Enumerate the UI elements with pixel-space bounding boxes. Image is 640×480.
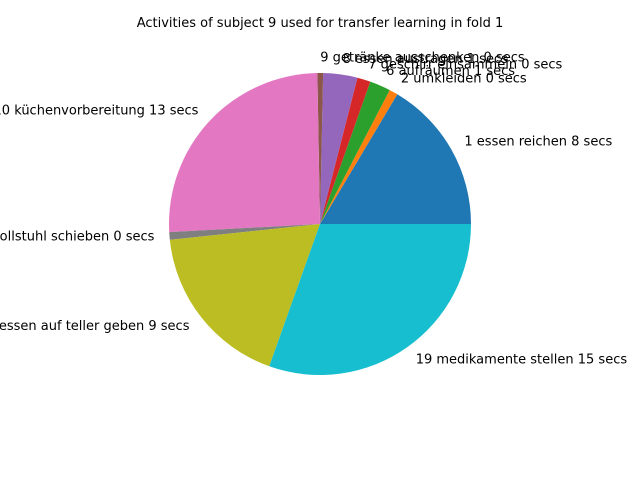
slice-label: 7 geschirr einsammeln 0 secs <box>368 58 562 73</box>
pie-slices <box>169 72 472 375</box>
slice-label: 8 essen austragen 1 secs <box>342 52 508 67</box>
pie-slice <box>320 90 398 224</box>
pie-slice <box>169 224 320 367</box>
slice-label: 9 getränke ausschenken 0 secs <box>320 50 525 65</box>
slice-label: 10 küchenvorbereitung 13 secs <box>0 103 199 118</box>
slice-label: 2 umkleiden 0 secs <box>401 71 527 86</box>
pie-slice <box>317 72 324 224</box>
slice-label: 14 essen auf teller geben 9 secs <box>0 319 190 334</box>
slice-label: 6 aufräumen 1 secs <box>386 64 515 79</box>
slice-label: 19 medikamente stellen 15 secs <box>416 352 628 367</box>
pie-labels: 1 essen reichen 8 secs 2 umkleiden 0 secs… <box>0 50 627 367</box>
pie-slice <box>320 77 371 225</box>
slice-label: 13 rollstuhl schieben 0 secs <box>0 230 155 245</box>
slice-label: 1 essen reichen 8 secs <box>464 134 612 149</box>
pie-slice <box>320 73 358 225</box>
chart-title: Activities of subject 9 used for transfe… <box>137 16 504 31</box>
pie-slice <box>169 224 320 240</box>
pie-slice <box>320 81 390 224</box>
pie-slice <box>169 73 320 233</box>
pie-slice <box>269 224 471 375</box>
pie-slice <box>320 94 472 224</box>
